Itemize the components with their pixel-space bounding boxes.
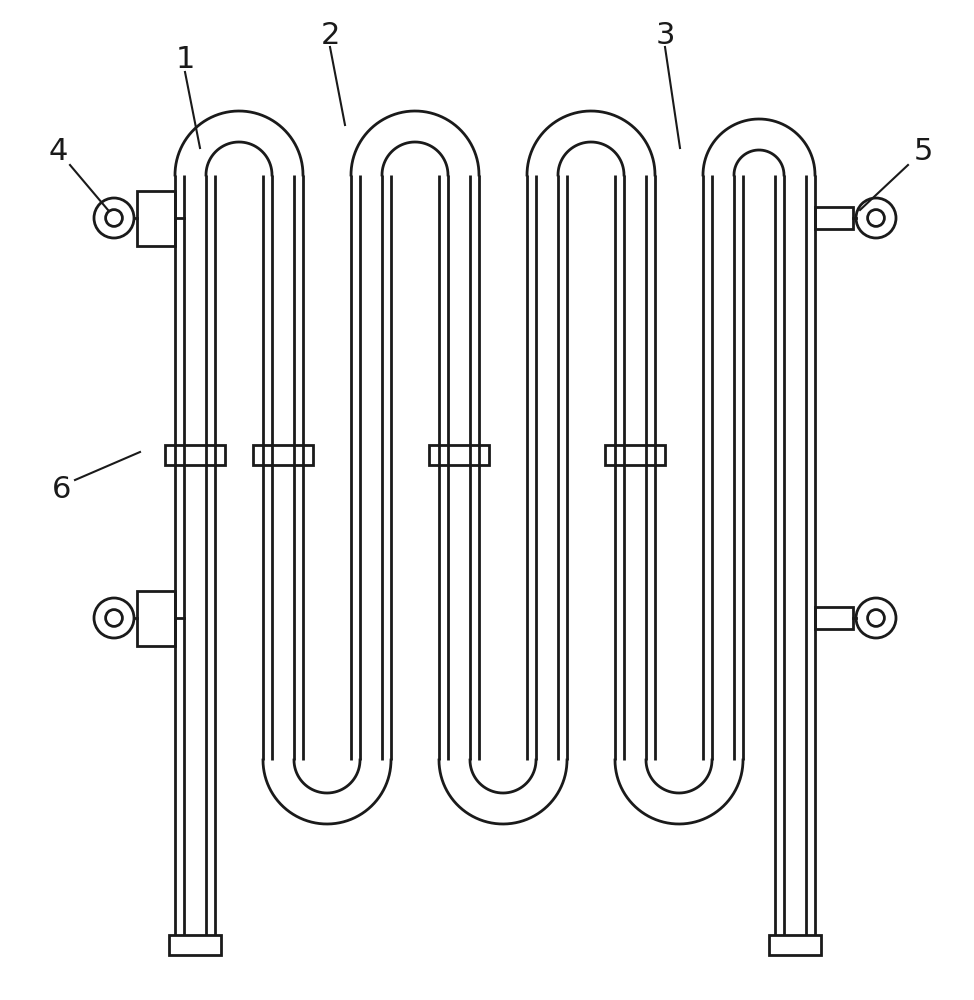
Bar [137, 191, 175, 246]
Bar [165, 445, 225, 465]
Bar [605, 445, 665, 465]
Text: 3: 3 [656, 20, 675, 49]
Bar [137, 591, 175, 646]
Bar [815, 207, 853, 229]
Bar [815, 607, 853, 629]
Text: 1: 1 [175, 45, 195, 75]
Bar [253, 445, 313, 465]
Text: 4: 4 [49, 137, 67, 166]
Text: 2: 2 [320, 20, 340, 49]
Bar [429, 445, 489, 465]
Text: 6: 6 [53, 476, 72, 504]
Text: 5: 5 [914, 137, 933, 166]
Bar [769, 935, 821, 955]
Bar [169, 935, 221, 955]
